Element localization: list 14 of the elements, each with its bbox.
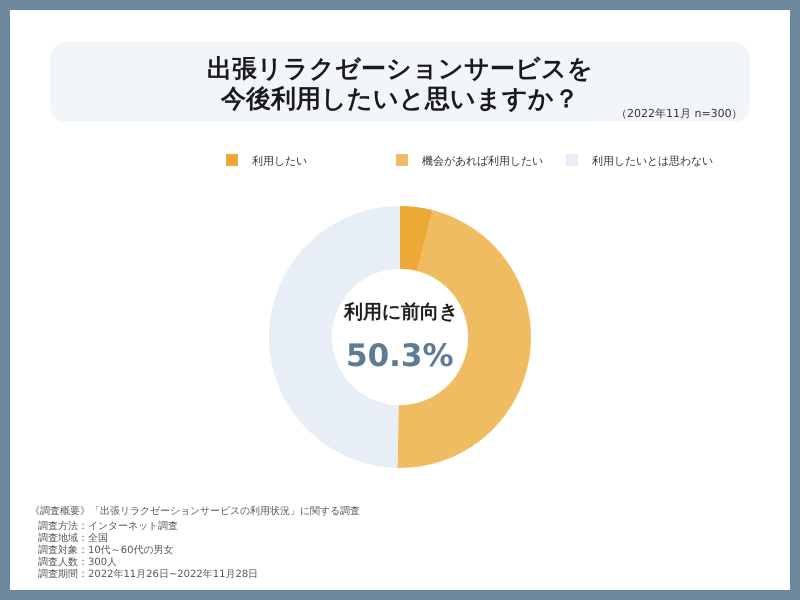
text: 調査人数：300人 (38, 556, 118, 568)
legend-label: 利用したいとは思わない (592, 154, 713, 168)
text: 調査地域：全国 (38, 532, 108, 544)
text: 50.3% (346, 338, 454, 374)
text: 調査対象：10代～60代の男女 (38, 544, 174, 556)
text: 調査方法：インターネット調査 (38, 520, 178, 532)
legend-label: 利用したい (252, 154, 307, 168)
text: 《調査概要》「出張リラクゼーションサービスの利用状況」に関する調査 (30, 505, 360, 517)
donut-slice (400, 206, 433, 272)
legend-label: 機会があれば利用したい (422, 154, 543, 168)
chart-title: 出張リラクゼーションサービスを今後利用したいと思いますか？ (206, 54, 594, 114)
text: 調査期間：2022年11月26日~2022年11月28日 (38, 568, 258, 580)
text: 利用に前向き (343, 301, 458, 323)
chart-subtitle: （2022年11月 n=300） (616, 107, 743, 120)
